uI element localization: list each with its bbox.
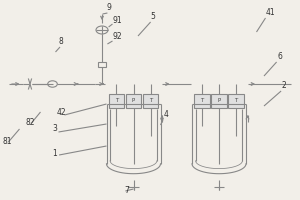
Bar — [194, 94, 210, 108]
Text: 5: 5 — [150, 12, 155, 21]
Text: 81: 81 — [2, 137, 12, 146]
Text: T: T — [235, 98, 238, 104]
Text: 42: 42 — [57, 108, 67, 117]
Text: 9: 9 — [106, 3, 111, 12]
Text: P: P — [132, 98, 135, 104]
Text: T: T — [200, 98, 203, 104]
Text: 8: 8 — [58, 37, 63, 46]
Text: T: T — [115, 98, 118, 104]
Bar — [143, 94, 158, 108]
Text: 4: 4 — [164, 110, 168, 119]
Text: 2: 2 — [282, 81, 287, 90]
Text: 3: 3 — [52, 124, 57, 133]
Bar — [98, 62, 106, 67]
Text: 82: 82 — [26, 118, 35, 127]
Text: P: P — [218, 98, 220, 104]
Bar — [211, 94, 227, 108]
Bar — [126, 94, 141, 108]
Bar — [109, 94, 124, 108]
Text: 6: 6 — [278, 52, 282, 61]
Text: 92: 92 — [112, 32, 122, 41]
Text: 7: 7 — [124, 186, 129, 195]
Text: 41: 41 — [266, 8, 275, 17]
Text: T: T — [149, 98, 152, 104]
Text: 1: 1 — [52, 149, 57, 158]
Bar — [228, 94, 244, 108]
Text: 91: 91 — [112, 16, 122, 25]
